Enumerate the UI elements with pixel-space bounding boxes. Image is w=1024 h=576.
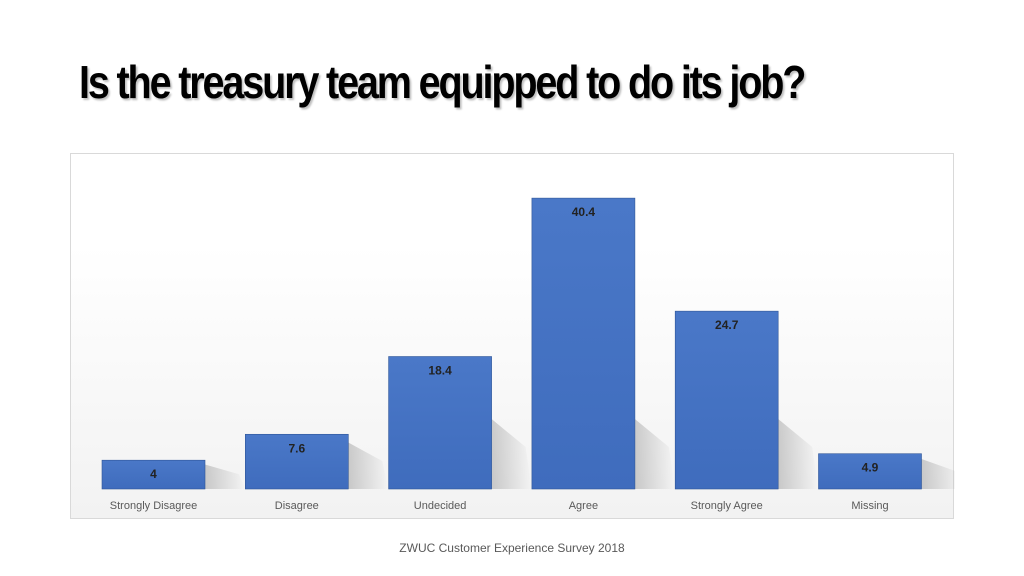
- footer-source: ZWUC Customer Experience Survey 2018: [399, 541, 625, 555]
- chart-canvas: 4 7.6 18.4 40.4 24.7 4.9 Strongly Disagree Dis…: [101, 197, 955, 512]
- bar-strongly-disagree: [101, 459, 206, 490]
- data-label: 18.4: [428, 364, 452, 378]
- bar-disagree: [245, 433, 349, 490]
- bar-shadow: [491, 419, 532, 489]
- category-label: Disagree: [275, 500, 319, 512]
- category-label: Strongly Agree: [691, 500, 763, 512]
- bar-strongly-agree: [674, 310, 779, 490]
- data-label: 7.6: [288, 441, 305, 455]
- category-label: Undecided: [414, 500, 467, 512]
- data-label: 24.7: [715, 318, 739, 332]
- data-label: 4: [150, 467, 157, 481]
- bar-agree: [531, 197, 636, 490]
- bar-shadow: [205, 464, 245, 489]
- data-label: 4.9: [862, 461, 879, 475]
- bar-shadow: [921, 459, 955, 489]
- bar-missing: [818, 453, 922, 490]
- category-label: Missing: [851, 500, 888, 512]
- bar-shadow: [348, 442, 389, 489]
- data-label: 40.4: [572, 205, 596, 219]
- bar-shadow: [634, 419, 675, 489]
- page-title: Is the treasury team equipped to do its …: [79, 56, 806, 108]
- category-label: Agree: [569, 500, 598, 512]
- bar-shadow: [778, 419, 819, 489]
- bar-undecided: [388, 356, 492, 490]
- category-label: Strongly Disagree: [110, 500, 197, 512]
- bar-chart: 4 7.6 18.4 40.4 24.7 4.9 Strongly Disagree Dis…: [70, 153, 955, 519]
